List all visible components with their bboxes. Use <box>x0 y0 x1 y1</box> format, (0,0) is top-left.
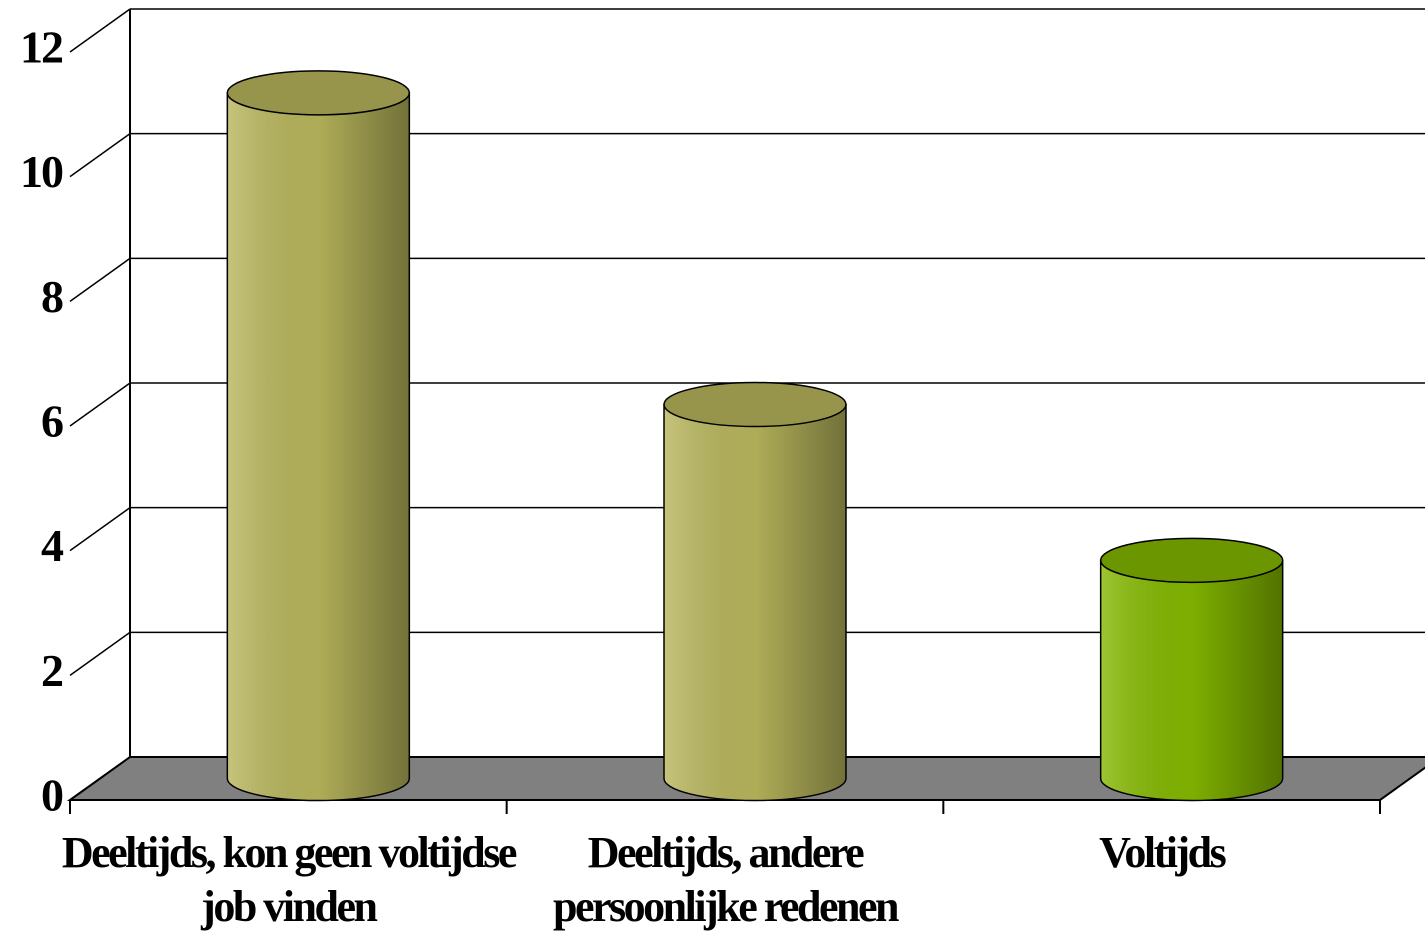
x-tick-label: Deeltijds, andere persoonlijke redenen <box>553 828 899 931</box>
grid-diagonal <box>69 507 131 552</box>
bar-shade <box>663 403 847 802</box>
grid-diagonal <box>69 756 131 801</box>
bar-shade <box>1099 559 1284 802</box>
y-tick-label: 6 <box>41 396 63 447</box>
y-tick-label: 10 <box>20 146 63 197</box>
bar-top-shade <box>1100 538 1283 583</box>
bar-shade <box>226 92 411 802</box>
y-tick-label: 0 <box>41 770 63 821</box>
grid-diagonal <box>69 8 131 53</box>
bar-top <box>663 381 847 428</box>
x-tick-label: Deeltijds, kon geen voltijdse job vinden <box>61 828 518 931</box>
y-tick-label: 8 <box>41 271 63 322</box>
grid-diagonal <box>69 382 131 427</box>
y-tick-label: 4 <box>41 520 64 571</box>
bar-top-shade <box>664 382 846 427</box>
grid-diagonal <box>69 133 131 178</box>
grid-diagonal <box>69 257 131 302</box>
bar-top-shade <box>227 70 410 115</box>
bar-top <box>1099 537 1284 584</box>
x-tick-label: Voltijds <box>1099 828 1227 877</box>
y-tick-label: 12 <box>20 22 63 73</box>
bar-top <box>226 70 411 116</box>
grid-diagonal <box>69 631 131 676</box>
y-tick-label: 2 <box>41 645 63 696</box>
